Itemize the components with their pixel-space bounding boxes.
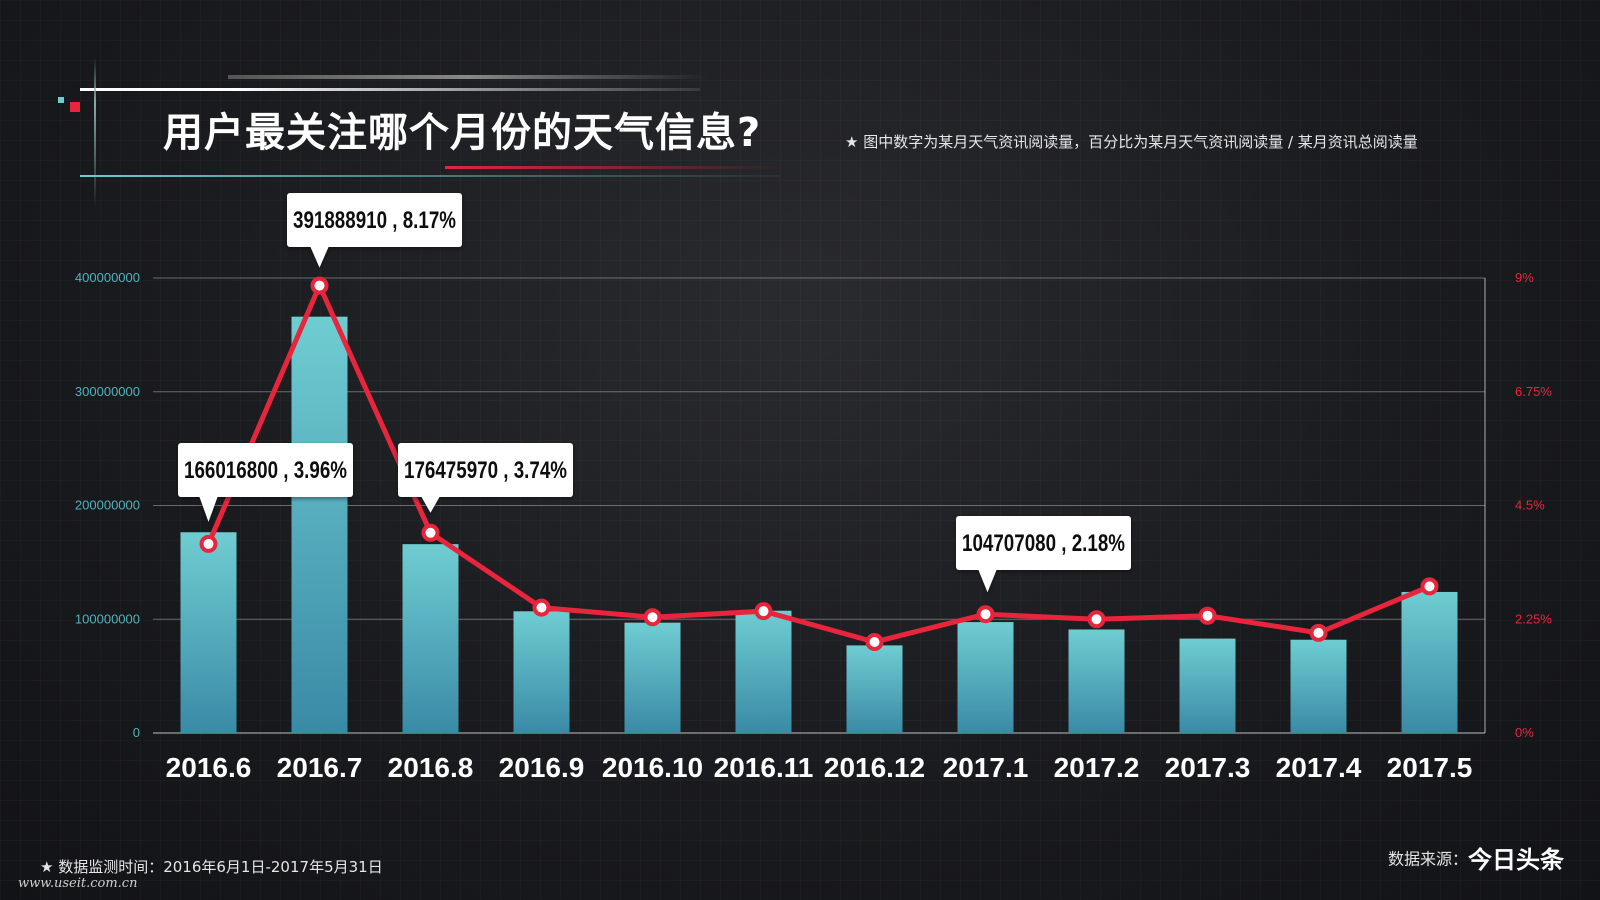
line-point [865,633,884,651]
x-tick-label: 2017.1 [943,752,1029,783]
callout-label: 104707080 , 2.18% [962,530,1125,557]
x-tick-label: 2016.10 [602,752,703,783]
callout-pointer [199,497,218,522]
y-tick-right: 4.5% [1515,498,1545,513]
callout-label: 166016800 , 3.96% [184,457,347,484]
line-point [532,598,551,617]
callout: 166016800 , 3.96% [178,443,353,522]
x-tick-label: 2016.12 [824,752,925,783]
x-tick-label: 2017.5 [1387,752,1473,783]
y-tick-left: 100000000 [75,611,140,626]
y-tick-left: 200000000 [75,498,140,513]
bar [1179,638,1236,733]
line-point [421,523,440,542]
callout-box [287,193,462,247]
source-label: 数据来源： [1387,849,1468,869]
page-title: 用户最关注哪个月份的天气信息? [163,110,762,156]
line-point [754,602,773,621]
bar [402,544,459,733]
y-tick-right: 6.75% [1515,384,1552,399]
y-tick-left: 300000000 [75,384,140,399]
data-period-note: ★ 数据监测时间：2016年6月1日-2017年5月31日 [40,858,383,876]
y-tick-left: 400000000 [75,270,140,285]
source-brand: 今日头条 [1468,846,1564,874]
bar [957,622,1014,733]
x-tick-label: 2017.4 [1276,752,1362,783]
x-tick-label: 2016.7 [277,752,363,783]
bar [180,532,237,733]
callout-label: 176475970 , 3.74% [404,457,567,484]
line-series [199,276,1439,651]
bar [624,622,681,733]
callout-pointer [310,247,329,268]
callout-pointer [978,570,997,593]
y-tick-right: 0% [1515,725,1534,740]
x-tick-label: 2017.3 [1165,752,1251,783]
bar [1068,629,1125,733]
y-tick-left: 0 [133,725,140,740]
axes: 0 0% 100000000 2.25% 200000000 4.5% 300000000 6… [75,270,1552,783]
data-source: 数据来源：今日头条 [1388,840,1564,875]
bar-series [180,316,1458,733]
y-tick-right: 2.25% [1515,611,1552,626]
callout: 391888910 , 8.17% [287,193,462,268]
bar [513,611,570,733]
callout-label: 391888910 , 8.17% [293,207,456,234]
callouts: 166016800 , 3.96% 391888910 , 8.17% 176475… [178,193,1131,593]
x-tick-label: 2016.9 [499,752,585,783]
line-point [199,534,218,553]
x-tick-label: 2016.8 [388,752,474,783]
callout: 104707080 , 2.18% [956,516,1131,593]
x-tick-label: 2016.6 [166,752,252,783]
y-tick-right: 9% [1515,270,1534,285]
line-point [1420,577,1439,596]
x-tick-label: 2016.11 [714,752,814,783]
callout-box [178,443,353,497]
callout-box [956,516,1131,570]
watermark: www.useit.com.cn [18,876,138,891]
line-point [1087,610,1106,629]
line-point [1309,623,1328,642]
callout-pointer [421,497,440,513]
line-point [643,608,662,627]
bar [846,645,903,733]
callout: 176475970 , 3.74% [398,443,573,513]
x-tick-label: 2017.2 [1054,752,1140,783]
bar [1290,639,1347,733]
line-point [976,605,995,624]
line-point [1198,606,1217,625]
bar [1401,591,1458,733]
percent-line [206,283,1431,645]
grid-lines [153,277,1486,734]
callout-box [398,443,573,497]
bar [291,316,348,733]
chart-note: ★ 图中数字为某月天气资讯阅读量，百分比为某月天气资讯阅读量 / 某月资讯总阅读… [845,133,1418,151]
bar [735,610,792,733]
line-point [310,276,329,295]
